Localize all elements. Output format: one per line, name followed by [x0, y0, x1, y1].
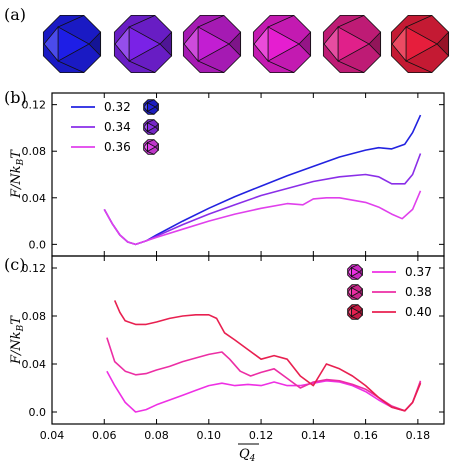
panel-b-frame [51, 92, 445, 257]
svg-text:Q4: Q4 [239, 447, 256, 464]
polyhedron-2 [113, 14, 173, 74]
legend-icon-0.40 [347, 304, 363, 320]
y-tick-label-b: 0.04 [22, 192, 47, 205]
series-line-0.40 [113, 300, 422, 412]
panel-label-b: (b) [4, 88, 27, 107]
x-tick-label: 0.14 [301, 429, 326, 442]
chart-panel-b: 0.0 0.04 0.08 0.12 0.32 0.34 0.36 [22, 93, 444, 256]
legend-label-0.40: 0.40 [405, 305, 432, 319]
legend-label-0.32: 0.32 [104, 100, 131, 114]
legend-label-0.38: 0.38 [405, 285, 432, 299]
legend-icon-0.37 [347, 264, 363, 280]
polyhedron-1 [42, 14, 102, 74]
polyhedron-5 [322, 14, 382, 74]
x-tick-label: 0.06 [92, 429, 117, 442]
series-line-0.36 [103, 190, 422, 246]
panel-label-c: (c) [4, 255, 25, 274]
series-line-0.38 [106, 337, 422, 412]
series-line-0.34 [103, 153, 422, 246]
polyhedron-6 [390, 14, 450, 74]
series-line-0.37 [106, 370, 422, 413]
y-tick-label-c: 0.04 [22, 358, 47, 371]
legend-label-0.34: 0.34 [104, 120, 131, 134]
y-axis-label-b: F/NkBT [9, 149, 26, 199]
y-tick-label-b: 0.0 [29, 238, 47, 251]
polyhedra-row [42, 14, 450, 74]
legend-icon-0.38 [347, 284, 363, 300]
x-axis-label: Q4 [238, 443, 259, 464]
x-tick-label: 0.12 [249, 429, 274, 442]
legend-label-0.36: 0.36 [104, 140, 131, 154]
y-axis-label-c: F/NkBT [9, 315, 26, 365]
x-tick-label: 0.08 [144, 429, 169, 442]
legend-icon-0.36 [143, 139, 159, 155]
polyhedron-4 [252, 14, 312, 74]
legend-label-0.37: 0.37 [405, 265, 432, 279]
x-tick-label: 0.10 [197, 429, 222, 442]
y-tick-label-b: 0.08 [22, 145, 47, 158]
y-tick-label-b: 0.12 [22, 99, 47, 112]
chart-panel-c: 0.0 0.04 0.08 0.12 0.04 0.06 0.08 0.10 0.12 0.14 0… [22, 256, 444, 442]
x-tick-label: 0.18 [406, 429, 431, 442]
legend-icon-0.32 [143, 99, 159, 115]
y-tick-label-c: 0.12 [22, 262, 47, 275]
polyhedron-3 [182, 14, 242, 74]
y-tick-label-c: 0.0 [29, 406, 47, 419]
x-tick-label: 0.16 [353, 429, 378, 442]
y-tick-label-c: 0.08 [22, 310, 47, 323]
panel-c-frame [51, 255, 445, 425]
legend-icon-0.34 [143, 119, 159, 135]
panel-label-a: (a) [4, 5, 26, 24]
x-tick-label: 0.04 [40, 429, 65, 442]
